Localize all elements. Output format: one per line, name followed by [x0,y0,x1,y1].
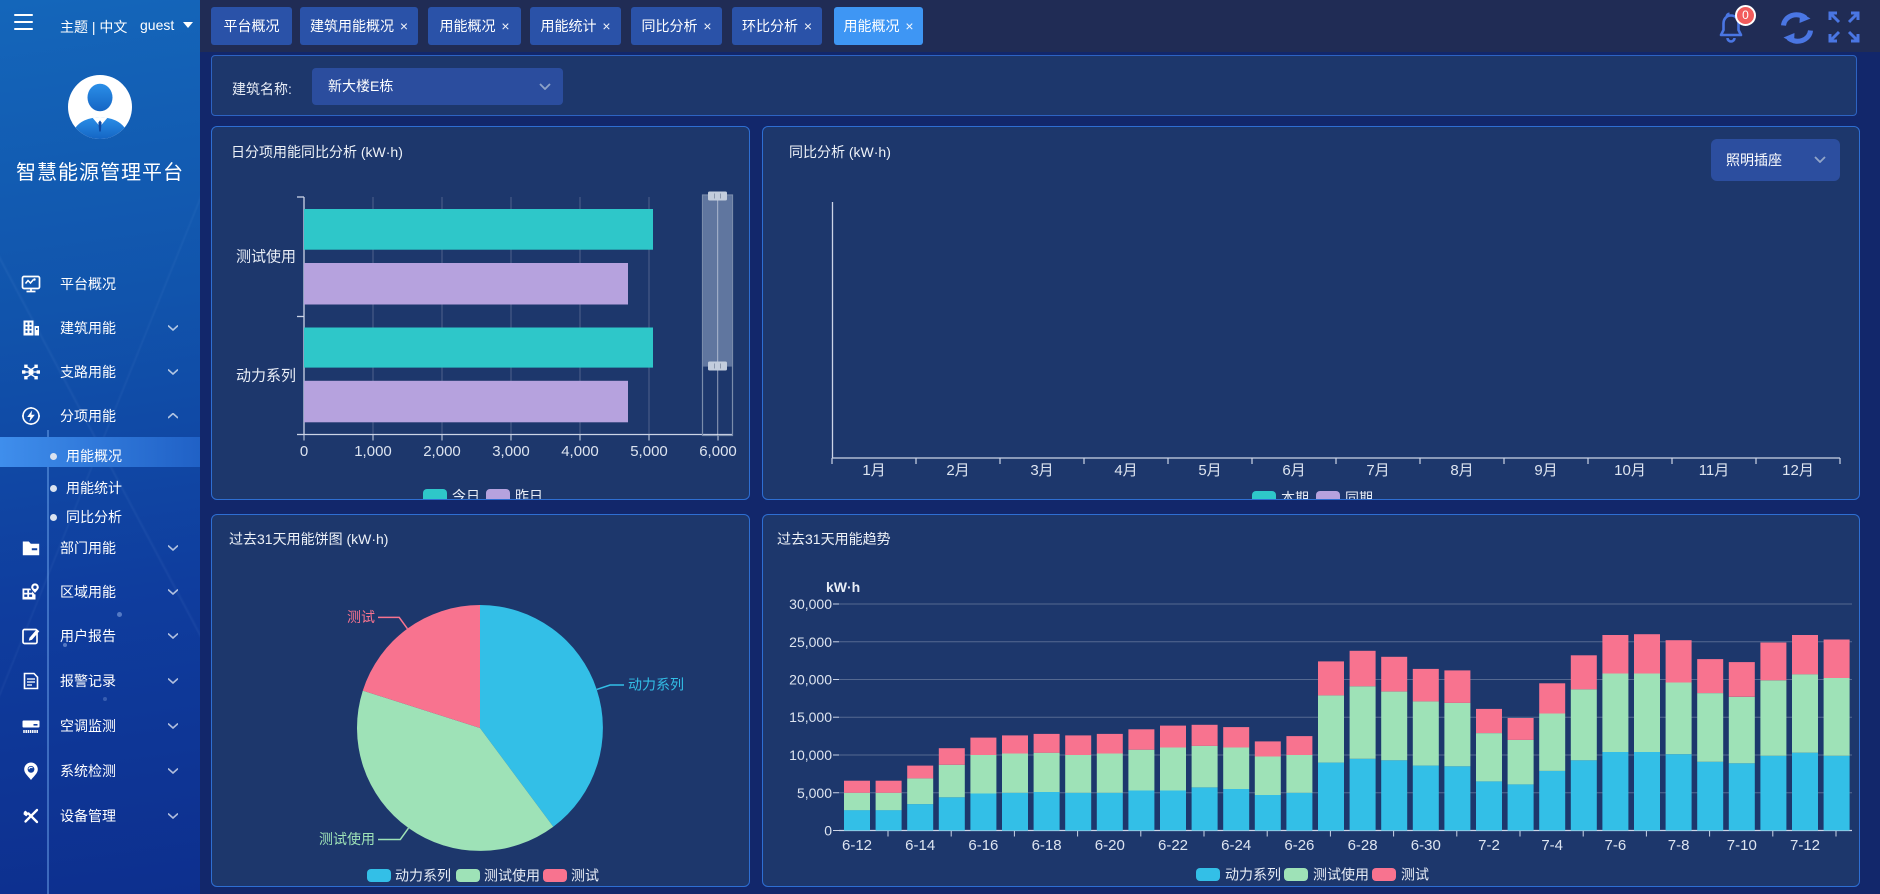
svg-text:6-20: 6-20 [1095,837,1125,854]
svg-text:1,000: 1,000 [354,443,392,460]
svg-text:4月: 4月 [1114,462,1137,479]
svg-text:7-2: 7-2 [1478,837,1500,854]
svg-text:动力系列: 动力系列 [628,677,684,693]
svg-text:6-22: 6-22 [1158,837,1188,854]
svg-text:动力系列: 动力系列 [236,367,296,384]
svg-text:测试使用: 测试使用 [1313,867,1369,883]
svg-text:2,000: 2,000 [423,443,461,460]
svg-text:0: 0 [300,443,308,460]
svg-text:7-10: 7-10 [1727,837,1757,854]
svg-text:6-28: 6-28 [1348,837,1378,854]
svg-text:3月: 3月 [1030,462,1053,479]
svg-text:动力系列: 动力系列 [395,868,451,884]
svg-text:7-6: 7-6 [1605,837,1627,854]
svg-text:5,000: 5,000 [797,785,832,801]
svg-text:20,000: 20,000 [789,672,832,688]
svg-text:8月: 8月 [1450,462,1473,479]
svg-text:测试: 测试 [1401,867,1429,883]
svg-text:3,000: 3,000 [492,443,530,460]
svg-text:测试: 测试 [347,609,375,625]
svg-text:同期: 同期 [1345,490,1373,500]
svg-text:kW·h: kW·h [826,579,860,595]
svg-text:10月: 10月 [1614,462,1646,479]
svg-text:5,000: 5,000 [630,443,668,460]
svg-text:9月: 9月 [1534,462,1557,479]
svg-text:6-14: 6-14 [905,837,935,854]
svg-text:30,000: 30,000 [789,596,832,612]
svg-text:7-8: 7-8 [1668,837,1690,854]
svg-text:6-30: 6-30 [1411,837,1441,854]
svg-text:4,000: 4,000 [561,443,599,460]
svg-text:1月: 1月 [862,462,885,479]
svg-text:5月: 5月 [1198,462,1221,479]
svg-text:测试使用: 测试使用 [319,831,375,847]
svg-text:6-16: 6-16 [968,837,998,854]
svg-text:7月: 7月 [1366,462,1389,479]
svg-text:6,000: 6,000 [699,443,737,460]
svg-text:7-12: 7-12 [1790,837,1820,854]
svg-text:6-26: 6-26 [1284,837,1314,854]
svg-text:6月: 6月 [1282,462,1305,479]
svg-text:7-4: 7-4 [1541,837,1563,854]
svg-text:本期: 本期 [1281,490,1309,500]
svg-text:测试使用: 测试使用 [236,249,296,266]
svg-text:6-18: 6-18 [1032,837,1062,854]
svg-text:10,000: 10,000 [789,747,832,763]
svg-text:昨日: 昨日 [515,488,543,500]
svg-text:6-24: 6-24 [1221,837,1251,854]
svg-text:测试: 测试 [571,868,599,884]
svg-text:动力系列: 动力系列 [1225,867,1281,883]
svg-text:2月: 2月 [946,462,969,479]
svg-text:测试使用: 测试使用 [484,868,540,884]
svg-text:0: 0 [824,823,832,839]
svg-text:6-12: 6-12 [842,837,872,854]
svg-text:11月: 11月 [1699,462,1730,479]
svg-text:25,000: 25,000 [789,634,832,650]
svg-text:今日: 今日 [452,488,480,500]
svg-text:15,000: 15,000 [789,709,832,725]
svg-text:12月: 12月 [1782,462,1814,479]
